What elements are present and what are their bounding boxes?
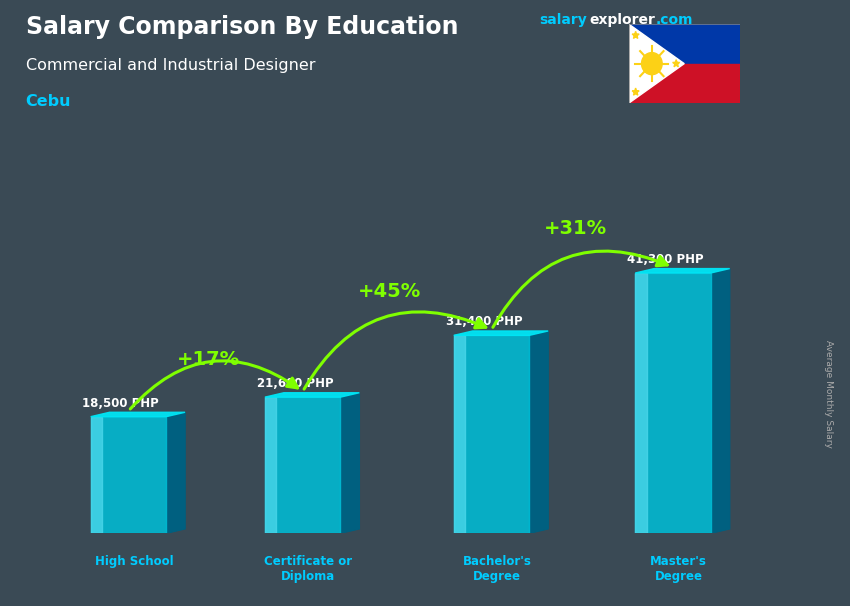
Text: 21,600 PHP: 21,600 PHP [257, 377, 333, 390]
Bar [629, 64, 740, 103]
Bar [629, 24, 740, 64]
Polygon shape [635, 273, 711, 533]
Text: explorer: explorer [589, 13, 654, 27]
Circle shape [642, 53, 662, 75]
Text: +17%: +17% [177, 350, 240, 369]
Text: Average Monthly Salary: Average Monthly Salary [824, 340, 833, 448]
Text: Certificate or
Diploma: Certificate or Diploma [264, 555, 353, 584]
Text: 18,500 PHP: 18,500 PHP [82, 397, 159, 410]
Polygon shape [672, 60, 680, 67]
Polygon shape [341, 393, 360, 533]
Polygon shape [629, 24, 684, 103]
Polygon shape [265, 397, 341, 533]
Text: 31,400 PHP: 31,400 PHP [445, 316, 522, 328]
Polygon shape [454, 335, 465, 533]
Text: Commercial and Industrial Designer: Commercial and Industrial Designer [26, 58, 315, 73]
Text: High School: High School [94, 555, 173, 568]
Polygon shape [265, 397, 276, 533]
Polygon shape [91, 417, 102, 533]
Polygon shape [711, 268, 729, 533]
Polygon shape [265, 393, 360, 397]
Polygon shape [454, 331, 548, 335]
Text: Bachelor's
Degree: Bachelor's Degree [462, 555, 531, 584]
Polygon shape [635, 273, 647, 533]
Text: Salary Comparison By Education: Salary Comparison By Education [26, 15, 458, 39]
Text: Master's
Degree: Master's Degree [650, 555, 707, 584]
Polygon shape [530, 331, 548, 533]
Text: +45%: +45% [358, 282, 422, 301]
Text: salary: salary [540, 13, 587, 27]
Polygon shape [91, 417, 166, 533]
Text: +31%: +31% [543, 219, 607, 239]
Polygon shape [632, 88, 639, 95]
Text: 41,300 PHP: 41,300 PHP [627, 253, 704, 266]
Polygon shape [454, 335, 530, 533]
Polygon shape [91, 412, 185, 417]
Text: Cebu: Cebu [26, 94, 71, 109]
Text: .com: .com [655, 13, 693, 27]
Polygon shape [166, 412, 185, 533]
Polygon shape [632, 32, 639, 38]
Polygon shape [635, 268, 729, 273]
